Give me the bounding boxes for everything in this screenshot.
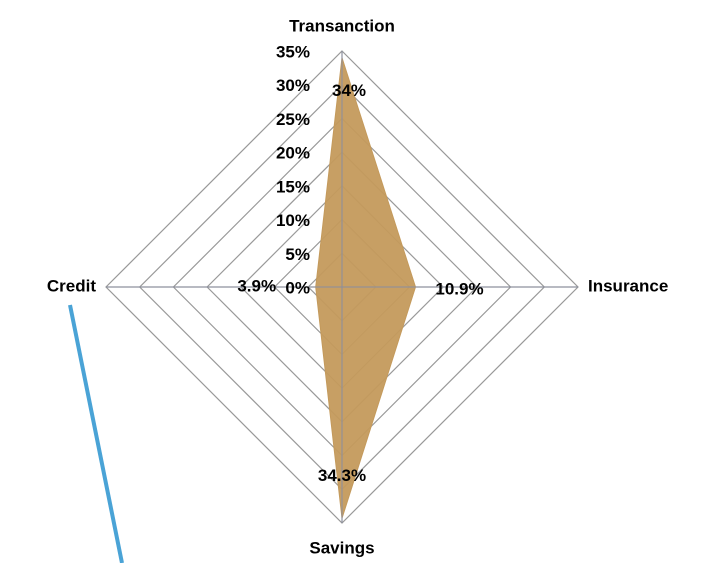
tick-label: 35%	[276, 42, 310, 61]
category-label: Savings	[309, 538, 374, 557]
tick-label: 5%	[285, 245, 310, 264]
tick-label: 20%	[276, 144, 310, 163]
data-label: 34%	[332, 81, 366, 100]
data-label: 34.3%	[318, 466, 366, 485]
data-label: 3.9%	[237, 276, 276, 295]
data-area	[315, 57, 417, 519]
category-label: Credit	[47, 276, 96, 295]
tick-label: 10%	[276, 211, 310, 230]
decoration-line	[68, 304, 124, 563]
category-label: Insurance	[588, 276, 668, 295]
tick-label: 0%	[285, 278, 310, 297]
tick-label: 15%	[276, 177, 310, 196]
tick-label: 25%	[276, 110, 310, 129]
data-label: 10.9%	[435, 279, 483, 298]
tick-label: 30%	[276, 76, 310, 95]
category-label: Transanction	[289, 16, 395, 35]
